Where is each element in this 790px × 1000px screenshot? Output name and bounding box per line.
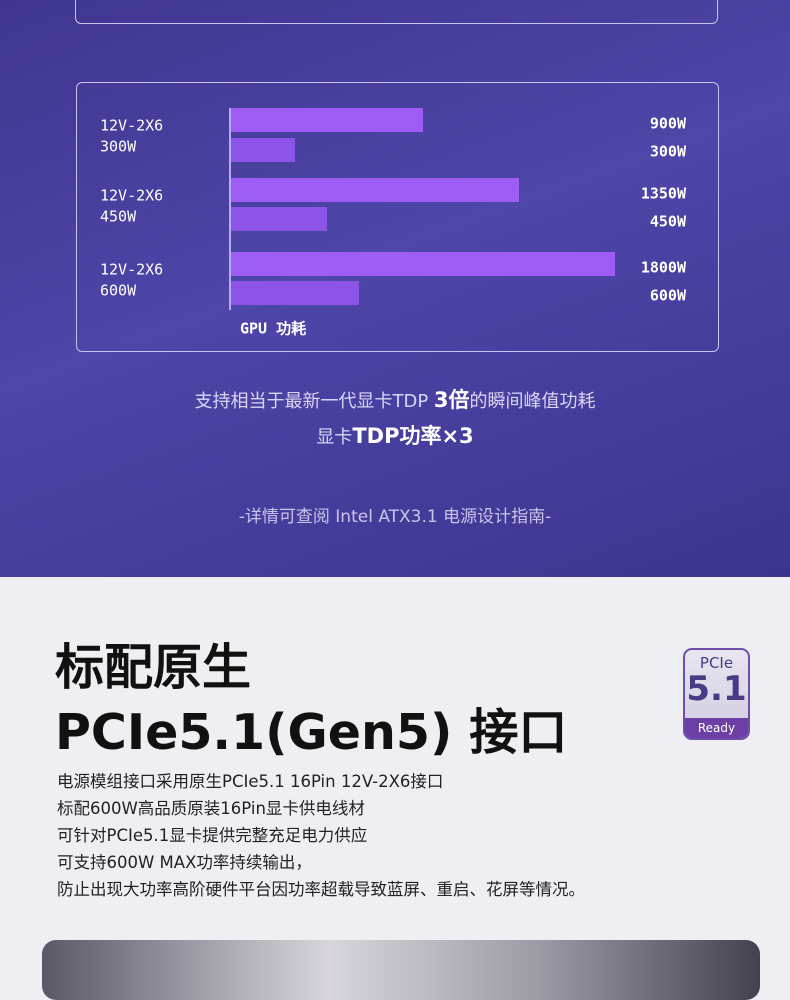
category-label: 600W — [100, 282, 137, 300]
note-line: 支持相当于最新一代显卡TDP 3倍的瞬间峰值功耗 — [0, 384, 790, 414]
paragraph-line: 电源模组接口采用原生PCIe5.1 16Pin 12V-2X6接口 — [57, 772, 444, 791]
chart-panel — [76, 82, 719, 352]
paragraph-line: 防止出现大功率高阶硬件平台因功率超载导致蓝屏、重启、花屏等情况。 — [57, 880, 585, 899]
category-label: 12V-2X6 — [100, 117, 163, 135]
paragraph-line: 标配600W高品质原装16Pin显卡供电线材 — [57, 799, 365, 818]
highlight: TDP功率×3 — [352, 424, 474, 448]
bar — [231, 252, 615, 276]
pcie-badge: PCIe 5.1 Ready — [683, 648, 750, 740]
source-note: -详情可查阅 Intel ATX3.1 电源设计指南- — [238, 507, 552, 527]
x-axis-label: GPU 功耗 — [240, 320, 306, 338]
paragraph: 电源模组接口采用原生PCIe5.1 16Pin 12V-2X6接口 标配600W高… — [57, 768, 585, 903]
product-image — [42, 940, 760, 1000]
text: 支持相当于最新一代显卡TDP — [194, 391, 434, 412]
highlight: 3倍 — [433, 388, 470, 412]
paragraph-line: 可支持600W MAX功率持续输出， — [57, 853, 312, 872]
category-label: 450W — [100, 208, 137, 226]
value-label: 300W — [650, 143, 687, 161]
bar — [231, 178, 519, 202]
bar — [231, 207, 327, 231]
badge-text: Ready — [685, 718, 748, 738]
section-title: PCIe5.1(Gen5) 接口 — [55, 704, 568, 761]
category-label: 300W — [100, 138, 137, 156]
panel — [75, 0, 718, 24]
badge-text: 5.1 — [686, 669, 747, 709]
note-line: 显卡TDP功率×3 — [0, 420, 790, 450]
bar — [231, 138, 295, 162]
chart-section: GPU 功耗 12V-2X6 300W 900W 300W 12V-2X6 450W 135… — [0, 0, 790, 577]
section-title: 标配原生 — [55, 639, 252, 696]
value-label: 600W — [650, 287, 687, 305]
bar — [231, 108, 423, 132]
category-label: 12V-2X6 — [100, 261, 163, 279]
badge-text: PCIe — [699, 654, 734, 672]
paragraph-line: 可针对PCIe5.1显卡提供完整充足电力供应 — [57, 826, 368, 845]
value-label: 450W — [650, 213, 687, 231]
value-label: 900W — [650, 115, 687, 133]
bar — [231, 281, 359, 305]
category-label: 12V-2X6 — [100, 187, 163, 205]
text: 的瞬间峰值功耗 — [469, 391, 596, 412]
chart: GPU 功耗 12V-2X6 300W 900W 300W 12V-2X6 450W 135… — [100, 108, 687, 338]
value-label: 1350W — [641, 185, 687, 203]
text: 显卡 — [316, 427, 353, 448]
value-label: 1800W — [641, 259, 687, 277]
